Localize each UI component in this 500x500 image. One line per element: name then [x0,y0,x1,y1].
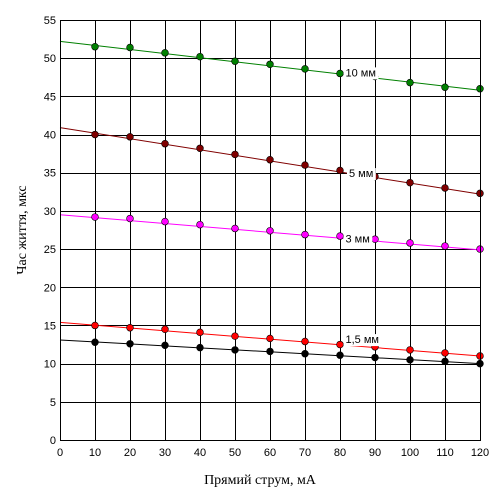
y-tick-labels: 0 5 10 15 20 25 30 35 40 45 50 55 [44,15,56,447]
x-tick-label: 10 [89,447,101,459]
x-tick-label: 110 [436,447,454,459]
data-point [301,65,309,73]
data-point [371,235,379,243]
series-label-bg [343,233,373,246]
data-point [231,57,239,65]
data-point [441,242,449,250]
data-point [441,184,449,192]
data-point [266,347,274,356]
data-point [231,150,239,159]
series-label-bg [343,67,379,80]
y-tick-label: 10 [44,359,56,371]
data-point [301,230,309,239]
x-tick-label: 0 [57,447,63,459]
data-point [161,325,169,333]
y-tick-label: 5 [50,397,56,409]
data-points [91,43,484,368]
y-tick-label: 40 [44,130,56,142]
x-tick-label: 120 [471,447,489,459]
y-tick-label: 30 [44,206,56,218]
data-point [161,140,169,148]
data-point [231,346,239,354]
y-tick-label: 0 [50,435,56,447]
y-tick-label: 15 [44,320,56,332]
data-point [406,356,414,364]
y-tick-label: 25 [44,244,56,256]
data-point [91,321,99,330]
data-point [266,60,274,68]
data-point [91,213,99,221]
y-tick-label: 20 [44,282,56,294]
x-tick-label: 20 [124,447,136,459]
data-point [196,144,204,152]
data-point [266,156,274,164]
x-tick-label: 30 [159,447,171,459]
data-point [336,351,344,359]
plot-frame [60,20,481,441]
data-point [301,337,309,346]
data-point [266,227,274,235]
y-tick-label: 35 [44,168,56,180]
series-label-bg [347,168,376,181]
data-point [196,52,204,61]
data-point [406,346,414,354]
data-point [301,161,309,169]
data-point [196,343,204,352]
data-point [441,357,449,366]
x-axis-title: Прямий струм, мА [204,473,317,488]
data-point [406,178,414,187]
data-point [196,328,204,337]
data-point [161,217,169,226]
data-point [336,69,344,78]
data-point [91,338,99,346]
data-point [126,340,134,348]
x-tick-label: 40 [194,447,206,459]
data-point [371,353,379,362]
x-tick-label: 70 [299,447,311,459]
x-tick-label: 90 [369,447,381,459]
data-point [336,232,344,240]
data-point [126,133,134,141]
x-tick-label: 100 [401,447,419,459]
y-axis-title: Час життя, мкс [15,185,30,274]
y-tick-label: 55 [44,15,56,27]
data-point [301,350,309,358]
data-point [196,220,204,229]
data-point [126,324,134,332]
series-label: 10 мм [346,67,376,79]
data-point [126,43,134,52]
series-label: 3 мм [346,233,370,245]
data-point [91,43,99,51]
series-label-bg [343,334,385,347]
data-point [441,349,449,357]
x-tick-labels: 0 10 20 30 40 50 60 70 80 90 100 110 120 [57,447,489,459]
x-tick-label: 60 [264,447,276,459]
data-point [231,332,239,340]
data-point [336,340,344,349]
y-tick-label: 45 [44,91,56,103]
y-tick-label: 50 [44,53,56,65]
series-label: 1,5 мм [346,334,379,346]
data-point [161,49,169,57]
data-point [266,334,274,343]
data-point [336,166,344,175]
x-tick-label: 80 [334,447,346,459]
data-point [126,214,134,223]
series-labels: 10 мм 5 мм 3 мм 1,5 мм [343,67,385,347]
series-label: 5 мм [349,168,373,180]
data-point [161,341,169,350]
x-tick-label: 50 [229,447,241,459]
data-point [231,224,239,233]
data-point [406,78,414,87]
data-point [441,83,449,91]
data-point [91,130,99,139]
data-point [406,239,414,247]
